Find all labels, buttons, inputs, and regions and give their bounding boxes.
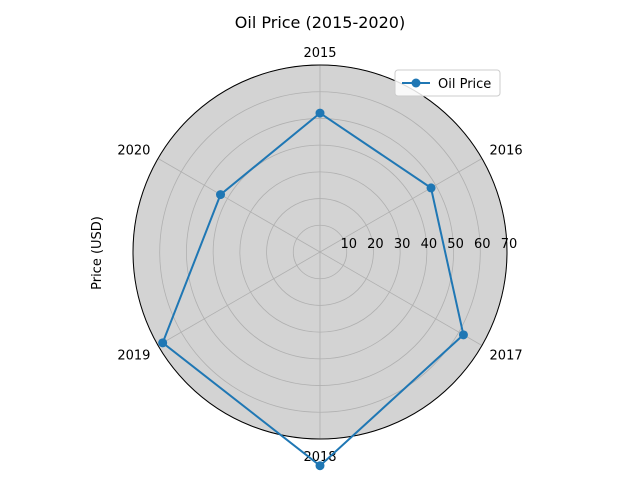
grid-spoke — [157, 251, 321, 346]
legend: Oil Price — [394, 69, 501, 97]
data-point-2019 — [158, 338, 168, 348]
y-axis-label: Price (USD) — [90, 216, 105, 290]
legend-marker — [411, 78, 421, 88]
legend-frame — [394, 69, 501, 97]
grid-spoke — [319, 158, 483, 253]
data-point-2020 — [216, 190, 226, 200]
legend-label: Oil Price — [438, 77, 491, 92]
radial-tick-label: 70 — [501, 237, 518, 252]
category-label-2020: 2020 — [117, 144, 150, 159]
data-point-2016 — [426, 183, 436, 193]
category-label-2018: 2018 — [303, 450, 336, 465]
category-label-2019: 2019 — [117, 349, 150, 364]
data-point-2018 — [315, 461, 325, 471]
radial-tick-label: 30 — [394, 237, 411, 252]
grid-spoke — [319, 251, 483, 346]
data-point-2017 — [458, 330, 468, 340]
radial-tick-label: 10 — [340, 237, 357, 252]
grid-spoke — [157, 158, 321, 253]
grid-spokes — [157, 65, 483, 439]
radial-tick-label: 50 — [447, 237, 464, 252]
series-layer — [158, 108, 468, 471]
radial-tick-label: 40 — [421, 237, 438, 252]
data-point-2015 — [315, 108, 325, 118]
category-label-2017: 2017 — [490, 349, 523, 364]
radial-tick-label: 20 — [367, 237, 384, 252]
radial-tick-label: 60 — [474, 237, 491, 252]
category-label-2016: 2016 — [490, 144, 523, 159]
chart-title: Oil Price (2015-2020) — [235, 13, 405, 32]
plot-border — [132, 64, 508, 440]
radial-tick-labels: 10 20 30 40 50 60 70 — [340, 237, 517, 252]
category-labels: 2015 2016 2017 2018 2019 2020 — [117, 46, 522, 465]
category-label-2015: 2015 — [303, 46, 336, 61]
